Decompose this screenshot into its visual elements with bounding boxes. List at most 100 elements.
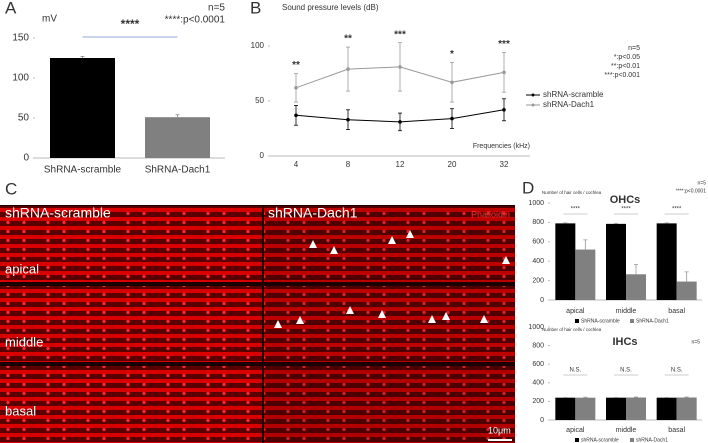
scale-bar-label: 10μm — [488, 425, 511, 435]
bar — [656, 397, 677, 420]
x-tick-label: middle — [616, 427, 637, 434]
y-axis-label: Number of hair cells / cochlea — [542, 190, 602, 195]
annotation: ****:p<0.0001 — [676, 188, 706, 194]
y-axis-label: mV — [42, 14, 57, 25]
bar — [555, 397, 576, 420]
legend-swatch — [630, 438, 634, 442]
x-tick-label: basal — [668, 427, 685, 434]
bar — [626, 397, 646, 420]
bar — [555, 223, 576, 300]
annotation: ****:p<0.0001 — [165, 15, 226, 26]
y-axis-label: Number of hair cells / cochlea — [542, 327, 602, 332]
y-tick-label: 0 — [540, 417, 544, 424]
legend-swatch — [630, 319, 634, 323]
y-tick-label: 0 — [23, 153, 29, 164]
x-tick-label: 20 — [448, 160, 457, 169]
x-tick-label: 8 — [346, 160, 351, 169]
arrowheads — [274, 230, 510, 328]
significance: **** — [571, 207, 581, 213]
y-tick-label: 400 — [532, 380, 544, 387]
x-tick-label: 4 — [294, 160, 299, 169]
annotation: ***:p<0.001 — [604, 72, 640, 79]
annotation: *:p<0.05 — [614, 54, 640, 61]
y-tick-label: 800 — [532, 342, 544, 349]
y-tick-label: 800 — [532, 219, 544, 226]
marker — [502, 108, 506, 112]
significance: N.S. — [569, 368, 581, 374]
bar — [676, 281, 697, 300]
x-tick-label: basal — [668, 308, 685, 315]
x-axis-label: Frequencies (kHz) — [473, 143, 530, 150]
chart-title: IHCs — [612, 336, 637, 348]
legend-label: shRNA-scramble — [581, 437, 619, 443]
image-tile — [0, 206, 262, 282]
x-tick-label: middle — [616, 308, 637, 315]
bar — [606, 223, 626, 300]
microscopy-panel: C shRNA-scramble shRNA-Dach1 Phalloidin … — [0, 179, 515, 443]
panel-label: D — [522, 178, 534, 197]
significance: **** — [121, 17, 140, 31]
y-tick-label: 1000 — [528, 324, 544, 331]
y-tick-label: 200 — [532, 398, 544, 405]
significance: N.S. — [671, 368, 683, 374]
image-tile — [264, 366, 515, 443]
x-tick-label: ShRNA-scramble — [44, 165, 122, 176]
bar — [606, 397, 626, 420]
annotation: **:p<0.01 — [611, 63, 640, 70]
significance: ** — [292, 60, 300, 71]
legend-label: shRNA-scramble — [543, 90, 604, 99]
panel-label: A — [5, 0, 17, 17]
y-tick-label: 0 — [540, 297, 544, 304]
y-tick-label: 50 — [18, 113, 30, 124]
significance: N.S. — [620, 368, 632, 374]
marker — [450, 116, 454, 121]
image-tile — [0, 286, 262, 362]
marker — [346, 117, 350, 122]
bar — [676, 397, 697, 420]
marker — [346, 67, 350, 71]
significance: *** — [498, 39, 510, 50]
bar — [575, 397, 596, 420]
panel-label: B — [250, 0, 261, 17]
column-label: shRNA-scramble — [5, 205, 111, 221]
y-axis-label: Sound pressure levels (dB) — [282, 3, 379, 12]
x-tick-label: 32 — [500, 160, 509, 169]
marker — [502, 70, 506, 75]
annotation: n=5 — [692, 339, 701, 345]
stain-label: Phalloidin — [471, 209, 510, 219]
y-tick-label: 150 — [12, 33, 29, 44]
bar — [626, 274, 646, 300]
y-tick-label: 600 — [532, 361, 544, 368]
y-tick-label: 200 — [532, 277, 544, 284]
image-tile — [264, 286, 515, 362]
annotation: n=5 — [698, 180, 707, 186]
annotation: n=5 — [208, 3, 225, 14]
y-tick-label: 50 — [255, 96, 264, 105]
marker — [294, 113, 298, 118]
legend-swatch — [575, 319, 579, 323]
marker — [294, 86, 298, 90]
bar — [50, 58, 115, 158]
chart-title: OHCs — [610, 194, 641, 206]
y-tick-label: 1000 — [528, 200, 544, 207]
marker — [398, 65, 402, 69]
legend-label: ShRNA-Dach1 — [636, 318, 669, 324]
legend-marker — [531, 103, 535, 107]
row-label: middle — [5, 334, 43, 349]
significance: **** — [672, 207, 682, 213]
column-label: shRNA-Dach1 — [268, 205, 358, 221]
bar — [145, 117, 210, 158]
row-label: basal — [5, 403, 36, 418]
significance: *** — [394, 29, 406, 40]
y-tick-label: 100 — [251, 41, 265, 50]
legend-label: shRNA-Dach1 — [636, 437, 668, 443]
bar — [656, 223, 677, 300]
marker — [450, 80, 454, 85]
row-label: apical — [5, 261, 39, 276]
bar — [575, 249, 596, 300]
legend-swatch — [575, 438, 579, 442]
x-tick-label: apical — [566, 427, 585, 434]
significance: **** — [621, 207, 631, 213]
x-tick-label: 12 — [396, 160, 405, 169]
